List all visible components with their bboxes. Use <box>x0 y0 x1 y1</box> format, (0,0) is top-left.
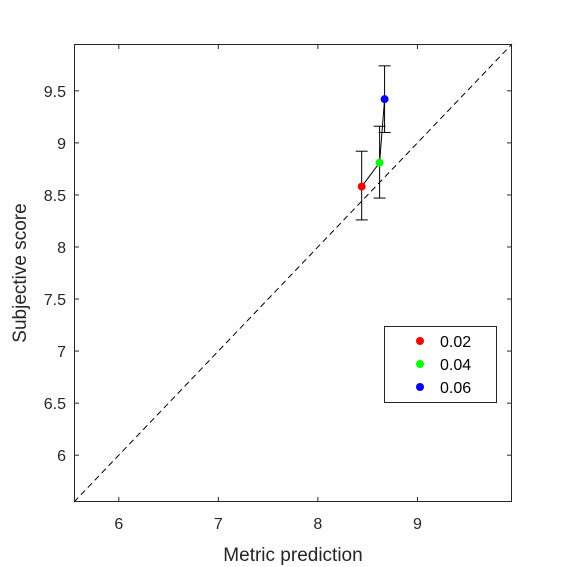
x-axis-label: Metric prediction <box>223 545 362 566</box>
y-axis-label: Subjective score <box>10 203 31 342</box>
legend-box <box>384 326 497 403</box>
data-layer <box>355 65 391 221</box>
x-tick-label: 7 <box>214 516 223 533</box>
y-tick-label: 7 <box>57 344 66 361</box>
legend-marker <box>416 337 424 345</box>
data-point-0.06 <box>380 95 389 104</box>
y-tick-label: 8.5 <box>44 188 66 205</box>
data-point-0.02 <box>357 182 366 191</box>
x-tick-label: 9 <box>413 516 422 533</box>
identity-reference-line <box>73 43 513 503</box>
y-tick-label: 9.5 <box>44 84 66 101</box>
y-tick-label: 6 <box>57 448 66 465</box>
data-point-0.04 <box>375 158 384 167</box>
y-tick-label: 7.5 <box>44 292 66 309</box>
legend: 0.02 0.04 0.06 <box>384 326 497 403</box>
y-tick-label: 8 <box>57 240 66 257</box>
plot-frame <box>74 44 512 502</box>
legend-label: 0.06 <box>440 380 471 397</box>
y-tick-label: 6.5 <box>44 396 66 413</box>
legend-label: 0.04 <box>440 357 471 374</box>
x-tick-label: 6 <box>114 516 123 533</box>
y-tick-label: 9 <box>57 136 66 153</box>
legend-marker <box>416 360 424 368</box>
tick-layer: 6 7 8 9 6 6.5 7 7.5 8 8.5 9 9.5 <box>44 44 512 533</box>
legend-label: 0.02 <box>440 334 471 351</box>
legend-marker <box>416 383 424 391</box>
x-tick-label: 8 <box>313 516 322 533</box>
reference-line-layer <box>73 43 513 503</box>
